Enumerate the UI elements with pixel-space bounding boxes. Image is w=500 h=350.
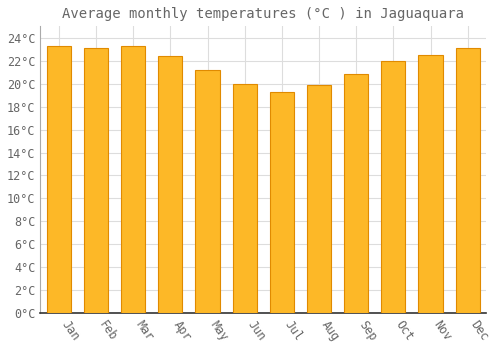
- Bar: [270, 92, 294, 313]
- Bar: [344, 75, 368, 313]
- Bar: [456, 48, 480, 313]
- Bar: [47, 46, 71, 313]
- Title: Average monthly temperatures (°C ) in Jaguaquara: Average monthly temperatures (°C ) in Ja…: [62, 7, 464, 21]
- Bar: [382, 61, 406, 313]
- Bar: [307, 85, 331, 313]
- Bar: [418, 55, 442, 313]
- Bar: [158, 56, 182, 313]
- Bar: [84, 48, 108, 313]
- Bar: [196, 70, 220, 313]
- Bar: [232, 84, 257, 313]
- Bar: [121, 46, 146, 313]
